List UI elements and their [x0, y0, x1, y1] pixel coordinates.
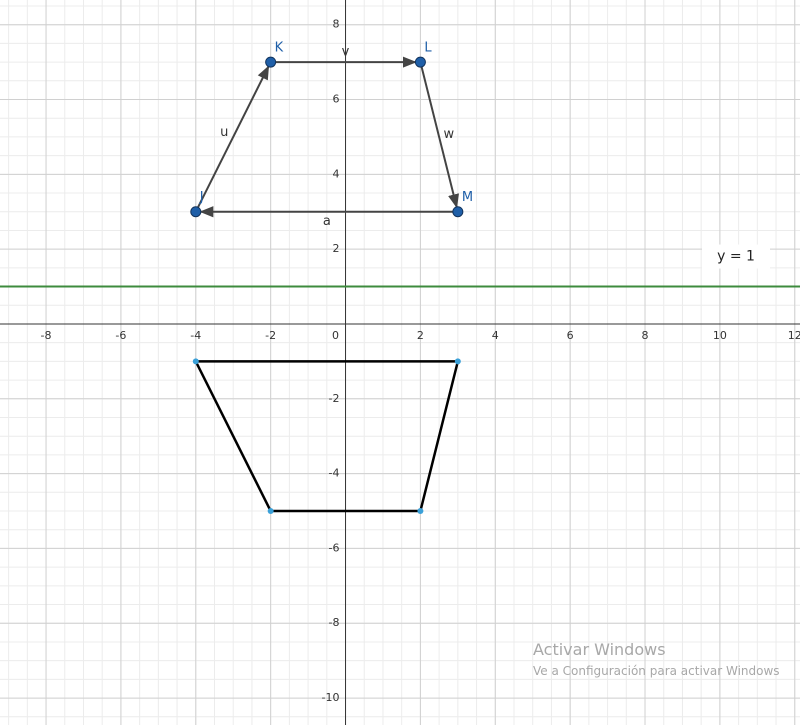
- y-tick-label: -10: [322, 691, 340, 704]
- watermark-subtitle: Ve a Configuración para activar Windows: [533, 664, 780, 678]
- vector-label: a: [323, 214, 331, 229]
- x-tick-label: 4: [492, 329, 499, 342]
- vector-label: u: [220, 125, 228, 140]
- polygon-vertex: [454, 358, 461, 365]
- polygon-vertex: [267, 508, 274, 515]
- point: [190, 206, 202, 218]
- y-tick-label: -8: [329, 616, 340, 629]
- plot: y = 1 u v w a J K L M: [0, 41, 800, 515]
- y-tick-label: -4: [329, 467, 340, 480]
- y-tick-label: 8: [333, 18, 340, 31]
- y-tick-label: -6: [329, 541, 340, 554]
- x-tick-label: -8: [41, 329, 52, 342]
- vector: [194, 65, 270, 213]
- polygon-vertex: [417, 508, 424, 515]
- y-tick-label: 6: [333, 93, 340, 106]
- x-tick-label: -6: [115, 329, 126, 342]
- x-tick-label: 6: [567, 329, 574, 342]
- point-label: K: [275, 41, 284, 56]
- point-label: M: [462, 190, 473, 205]
- vector-label: w: [444, 127, 455, 142]
- x-tick-label: 8: [642, 329, 649, 342]
- y-tick-label: -2: [329, 392, 340, 405]
- watermark-title: Activar Windows: [533, 640, 666, 659]
- vector-label: v: [342, 45, 350, 60]
- x-tick-label: 2: [417, 329, 424, 342]
- vector: [419, 61, 459, 209]
- y-tick-label: 2: [333, 242, 340, 255]
- point: [414, 56, 426, 68]
- point-label: J: [199, 190, 204, 205]
- point: [452, 206, 464, 218]
- x-tick-label: -2: [265, 329, 276, 342]
- point: [265, 56, 277, 68]
- y-tick-label: 4: [333, 167, 340, 180]
- x-tick-label: 10: [713, 329, 727, 342]
- point-label: L: [424, 41, 432, 56]
- x-tick-label: 12: [788, 329, 800, 342]
- line-label: y = 1: [717, 249, 755, 265]
- x-tick-label: 0: [332, 329, 339, 342]
- x-tick-label: -4: [190, 329, 201, 342]
- line-label-box: [702, 244, 770, 269]
- polygon-vertex: [192, 358, 199, 365]
